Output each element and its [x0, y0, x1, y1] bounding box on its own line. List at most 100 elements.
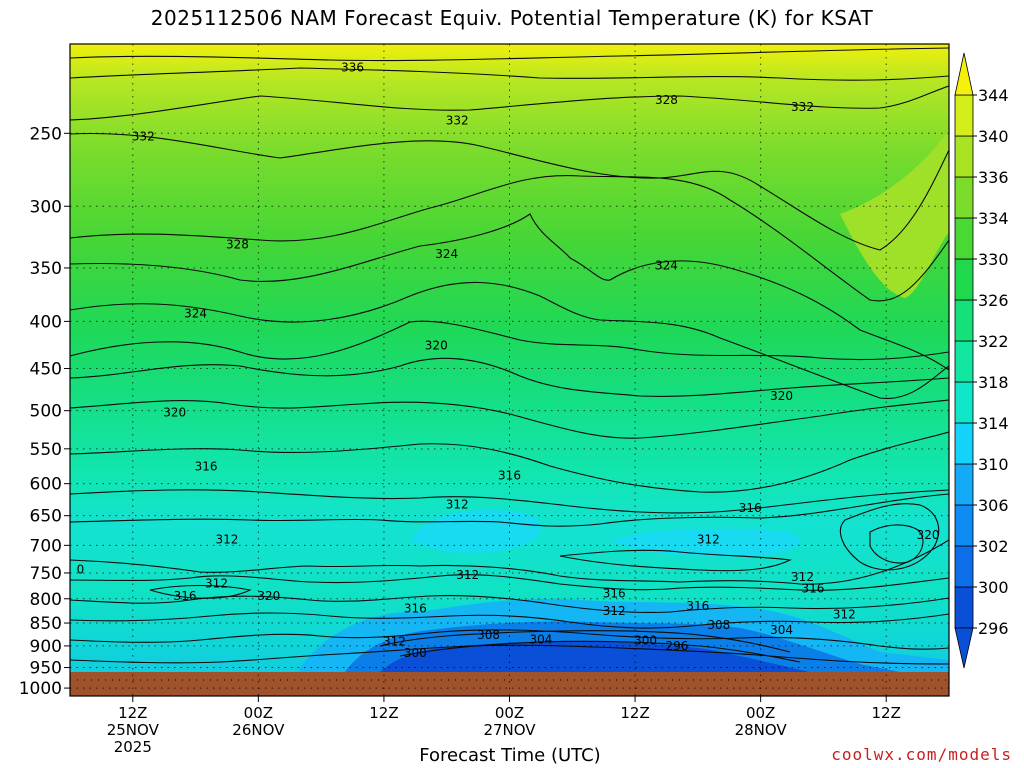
contour-label: 320 — [163, 405, 186, 419]
contour-label: 312 — [383, 634, 406, 648]
contour-label: 316 — [195, 460, 218, 474]
contour-label: 296 — [665, 639, 688, 653]
contour-label: 312 — [791, 570, 814, 584]
colorbar-label: 318 — [978, 373, 1009, 392]
contour-label: 332 — [446, 113, 469, 127]
y-tick-label: 700 — [30, 536, 62, 556]
y-tick-label: 650 — [30, 507, 62, 527]
y-tick-label: 300 — [30, 197, 62, 217]
contour-label: 316 — [686, 599, 709, 613]
contour-label: 320 — [425, 339, 448, 353]
colorbar-label: 336 — [978, 168, 1009, 187]
y-tick-label: 900 — [30, 637, 62, 657]
y-tick-label: 500 — [30, 402, 62, 422]
colorbar-label: 330 — [978, 250, 1009, 269]
y-tick-label: 1000 — [19, 679, 62, 699]
colorbar-label: 326 — [978, 291, 1009, 310]
colorbar-label: 334 — [978, 209, 1009, 228]
colorbar-label: 306 — [978, 496, 1009, 515]
y-tick-label: 750 — [30, 564, 62, 584]
y-tick-label: 950 — [30, 659, 62, 679]
colorbar-segment — [954, 340, 974, 383]
y-tick-label: 450 — [30, 360, 62, 380]
contour-label: 304 — [529, 633, 552, 647]
x-tick-label: 00Z — [746, 704, 775, 722]
colorbar-segment — [954, 258, 974, 301]
x-tick-label: 12Z — [369, 704, 398, 722]
colorbar-segment — [954, 504, 974, 547]
y-tick-label: 400 — [30, 312, 62, 332]
contour-lines — [70, 47, 949, 665]
contour-label: 312 — [456, 568, 479, 582]
gridlines — [70, 44, 949, 696]
x-tick-label: 27NOV — [483, 721, 536, 739]
contour-label: 312 — [697, 533, 720, 547]
colorbar-segment — [954, 463, 974, 506]
colorbar-segment — [954, 586, 974, 629]
colorbar-label: 296 — [978, 619, 1009, 638]
contour-label: 300 — [404, 646, 427, 660]
contour-label: 336 — [341, 60, 364, 74]
contour-label: 316 — [498, 469, 521, 483]
colorbar-segment — [954, 135, 974, 178]
contour-label: 324 — [184, 306, 207, 320]
x-tick-label: 25NOV — [107, 721, 160, 739]
colorbar-label: 344 — [978, 86, 1009, 105]
credit-text: coolwx.com/models — [831, 745, 1012, 764]
contour-label: 324 — [655, 259, 678, 273]
contour-label: 320 — [770, 389, 793, 403]
colorbar-arrow-high — [954, 52, 974, 96]
y-tick-label: 550 — [30, 440, 62, 460]
chart-title: 2025112506 NAM Forecast Equiv. Potential… — [150, 6, 874, 30]
contour-label: 332 — [132, 129, 155, 143]
contour-label: 332 — [791, 100, 814, 114]
cyan-pocket — [410, 509, 541, 553]
x-tick-label: 00Z — [244, 704, 273, 722]
contour-label: 312 — [833, 607, 856, 621]
colorbar-segment — [954, 422, 974, 465]
contour-label: 312 — [216, 533, 239, 547]
cyan-band — [610, 528, 800, 557]
y-tick-label: 800 — [30, 590, 62, 610]
contour-label: 300 — [634, 634, 657, 648]
contour-label: 312 — [603, 604, 626, 618]
colorbar-label: 314 — [978, 414, 1009, 433]
contour-label: 308 — [477, 628, 500, 642]
contour-label: 304 — [770, 623, 793, 637]
colorbar-segment — [954, 545, 974, 588]
colorbar-label: 300 — [978, 578, 1009, 597]
contour-label: 316 — [603, 587, 626, 601]
y-tick-label: 850 — [30, 614, 62, 634]
colorbar-label: 322 — [978, 332, 1009, 351]
contour-label: 316 — [739, 501, 762, 515]
x-axis-title: Forecast Time (UTC) — [419, 745, 601, 766]
warm-pocket-upper-right — [840, 130, 949, 298]
x-tick-label: 2025 — [114, 738, 152, 756]
contour-label: 328 — [655, 93, 678, 107]
colorbar-label: 302 — [978, 537, 1009, 556]
contour-label: 312 — [205, 576, 228, 590]
x-tick-label: 26NOV — [232, 721, 285, 739]
x-tick-label: 00Z — [495, 704, 524, 722]
y-tick-label: 250 — [30, 124, 62, 144]
contour-label: 320 — [257, 589, 280, 603]
colorbar-label: 340 — [978, 127, 1009, 146]
y-tick-label: 600 — [30, 475, 62, 495]
colorbar-segment — [954, 217, 974, 260]
contour-label: 324 — [435, 247, 458, 261]
colorbar-segment — [954, 299, 974, 342]
contour-label: 328 — [226, 237, 249, 251]
colorbar-arrow-low — [954, 627, 974, 669]
contour-label: 308 — [707, 618, 730, 632]
y-axis: 250 300 350 400 450 500 550 600 650 700 750 800 850 9… — [19, 124, 70, 699]
contour-label: 316 — [802, 582, 825, 596]
contour-label: 312 — [446, 497, 469, 511]
y-tick-label: 350 — [30, 259, 62, 279]
contour-label: 320 — [917, 528, 940, 542]
x-tick-label: 12Z — [620, 704, 649, 722]
contour-label: 0 — [77, 563, 85, 577]
x-tick-label: 12Z — [872, 704, 901, 722]
